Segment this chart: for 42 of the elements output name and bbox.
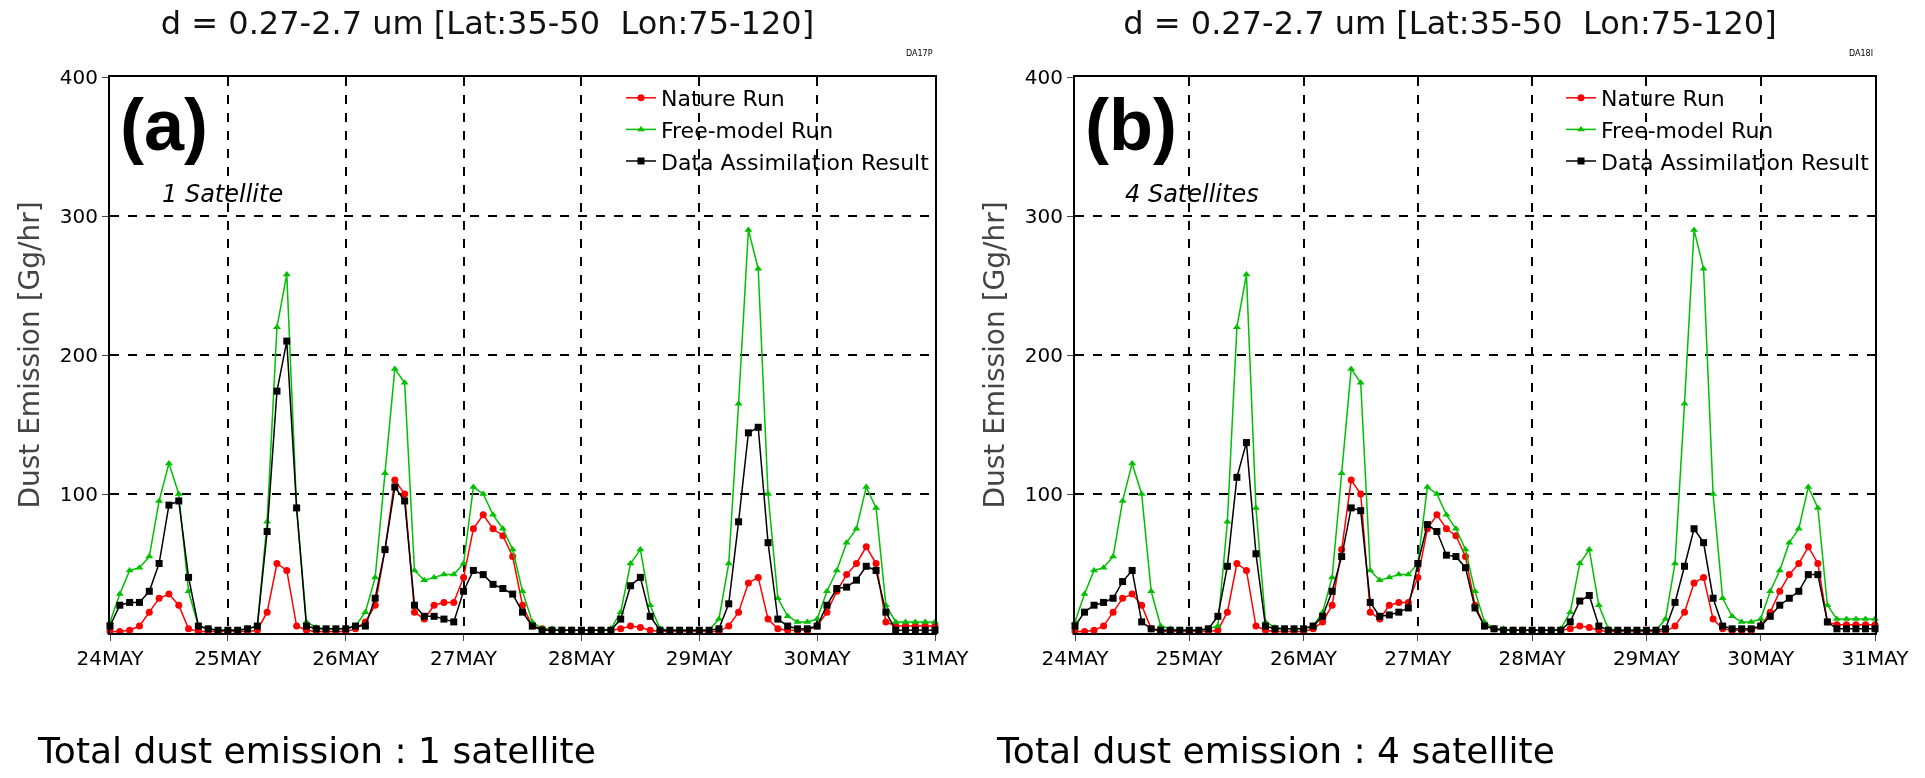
y-tick-label: 400: [59, 65, 98, 89]
text: Total dust emission : 1 satellite: [37, 730, 596, 771]
legend-label: Nature Run: [1601, 86, 1725, 112]
annotation: 1 Satellite: [162, 180, 284, 208]
x-tick-label: 24MAY: [1041, 646, 1110, 670]
y-tick-label: 300: [1024, 204, 1063, 228]
y-axis-title: Dust Emission [Gg/hr]: [978, 201, 1012, 509]
y-tick-label: 200: [1024, 343, 1063, 367]
legend-label: Nature Run: [661, 86, 785, 112]
annotation: (b): [1085, 85, 1177, 165]
text: DA18I: [1849, 49, 1874, 58]
x-tick-label: 28MAY: [1498, 646, 1567, 670]
annotation: 4 Satellites: [1125, 180, 1259, 208]
x-tick-label: 30MAY: [1727, 646, 1796, 670]
annotation: (a): [120, 85, 208, 165]
y-tick-label: 200: [59, 343, 98, 367]
x-tick-label: 31MAY: [1841, 646, 1910, 670]
x-tick-label: 25MAY: [1155, 646, 1224, 670]
y-tick-label: 300: [59, 204, 98, 228]
x-tick-label: 24MAY: [76, 646, 145, 670]
legend-label: Data Assimilation Result: [1601, 149, 1870, 175]
x-tick-label: 27MAY: [1384, 646, 1453, 670]
legend-label: Free-model Run: [1601, 117, 1774, 143]
legend-label: Data Assimilation Result: [661, 149, 930, 175]
x-tick-label: 29MAY: [1612, 646, 1681, 670]
y-tick-label: 100: [1024, 482, 1063, 506]
chart-title: d = 0.27-2.7 um [Lat:35-50 Lon:75-120]: [1123, 4, 1777, 43]
legend-label: Free-model Run: [661, 117, 834, 143]
chart-title: d = 0.27-2.7 um [Lat:35-50 Lon:75-120]: [160, 4, 815, 43]
x-tick-label: 28MAY: [547, 646, 616, 670]
text: DA17P: [906, 49, 933, 58]
x-tick-label: 30MAY: [783, 646, 852, 670]
y-axis-title: Dust Emission [Gg/hr]: [13, 201, 47, 509]
x-tick-label: 31MAY: [901, 646, 970, 670]
x-tick-label: 27MAY: [430, 646, 498, 670]
x-tick-label: 26MAY: [1270, 646, 1338, 670]
y-tick-label: 100: [59, 482, 98, 506]
x-tick-label: 25MAY: [194, 646, 263, 670]
text: Total dust emission : 4 satellite: [996, 730, 1555, 771]
x-tick-label: 29MAY: [665, 646, 734, 670]
x-tick-label: 26MAY: [312, 646, 381, 670]
y-tick-label: 400: [1024, 65, 1063, 89]
